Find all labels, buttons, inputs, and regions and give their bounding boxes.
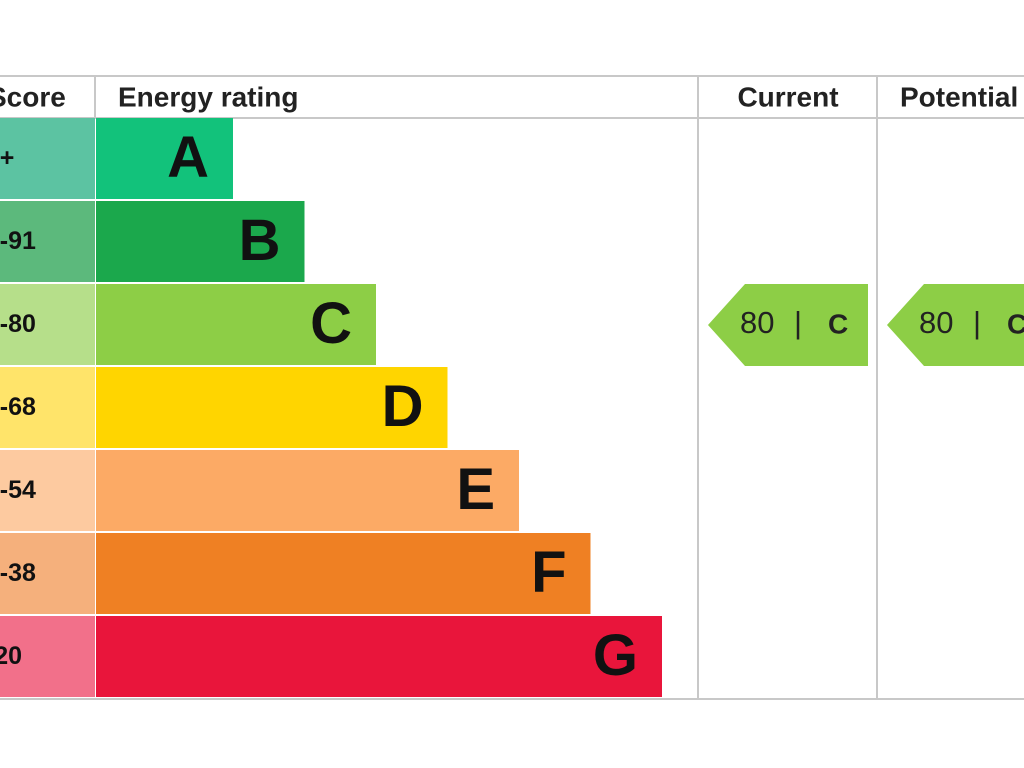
current-pointer [708, 284, 868, 366]
score-cell [0, 450, 95, 531]
rating-band [96, 367, 448, 448]
rating-band [96, 118, 233, 199]
band-letter: F [531, 540, 566, 605]
potential-header: Potential [900, 81, 1018, 112]
rating-band [96, 616, 662, 697]
score-cell [0, 284, 95, 365]
score-cell [0, 118, 95, 199]
score-label: 1-20 [0, 642, 22, 670]
rating-band [96, 201, 305, 282]
score-cell [0, 201, 95, 282]
score-header: Score [0, 81, 66, 112]
current-letter: C [828, 308, 848, 339]
score-label: 69-80 [0, 310, 36, 338]
potential-separator: | [973, 305, 981, 340]
rating-header: Energy rating [118, 81, 298, 112]
band-letter: C [310, 291, 352, 356]
rating-band [96, 533, 591, 614]
score-cell [0, 367, 95, 448]
score-label: 92+ [0, 144, 14, 172]
score-label: 21-38 [0, 559, 36, 587]
score-label: 55-68 [0, 393, 36, 421]
current-value: 80 [740, 305, 774, 340]
band-letter: E [456, 457, 495, 522]
score-cell [0, 533, 95, 614]
rating-band [96, 284, 376, 365]
band-letter: B [239, 208, 281, 273]
potential-pointer [887, 284, 1024, 366]
rating-band [96, 450, 519, 531]
score-label: 39-54 [0, 476, 36, 504]
band-letter: G [593, 623, 638, 688]
band-letter: A [167, 125, 209, 190]
potential-value: 80 [919, 305, 953, 340]
current-separator: | [794, 305, 802, 340]
score-cell [0, 616, 95, 697]
potential-letter: C [1007, 308, 1024, 339]
score-label: 81-91 [0, 227, 36, 255]
current-header: Current [737, 81, 838, 112]
band-letter: D [382, 374, 424, 439]
